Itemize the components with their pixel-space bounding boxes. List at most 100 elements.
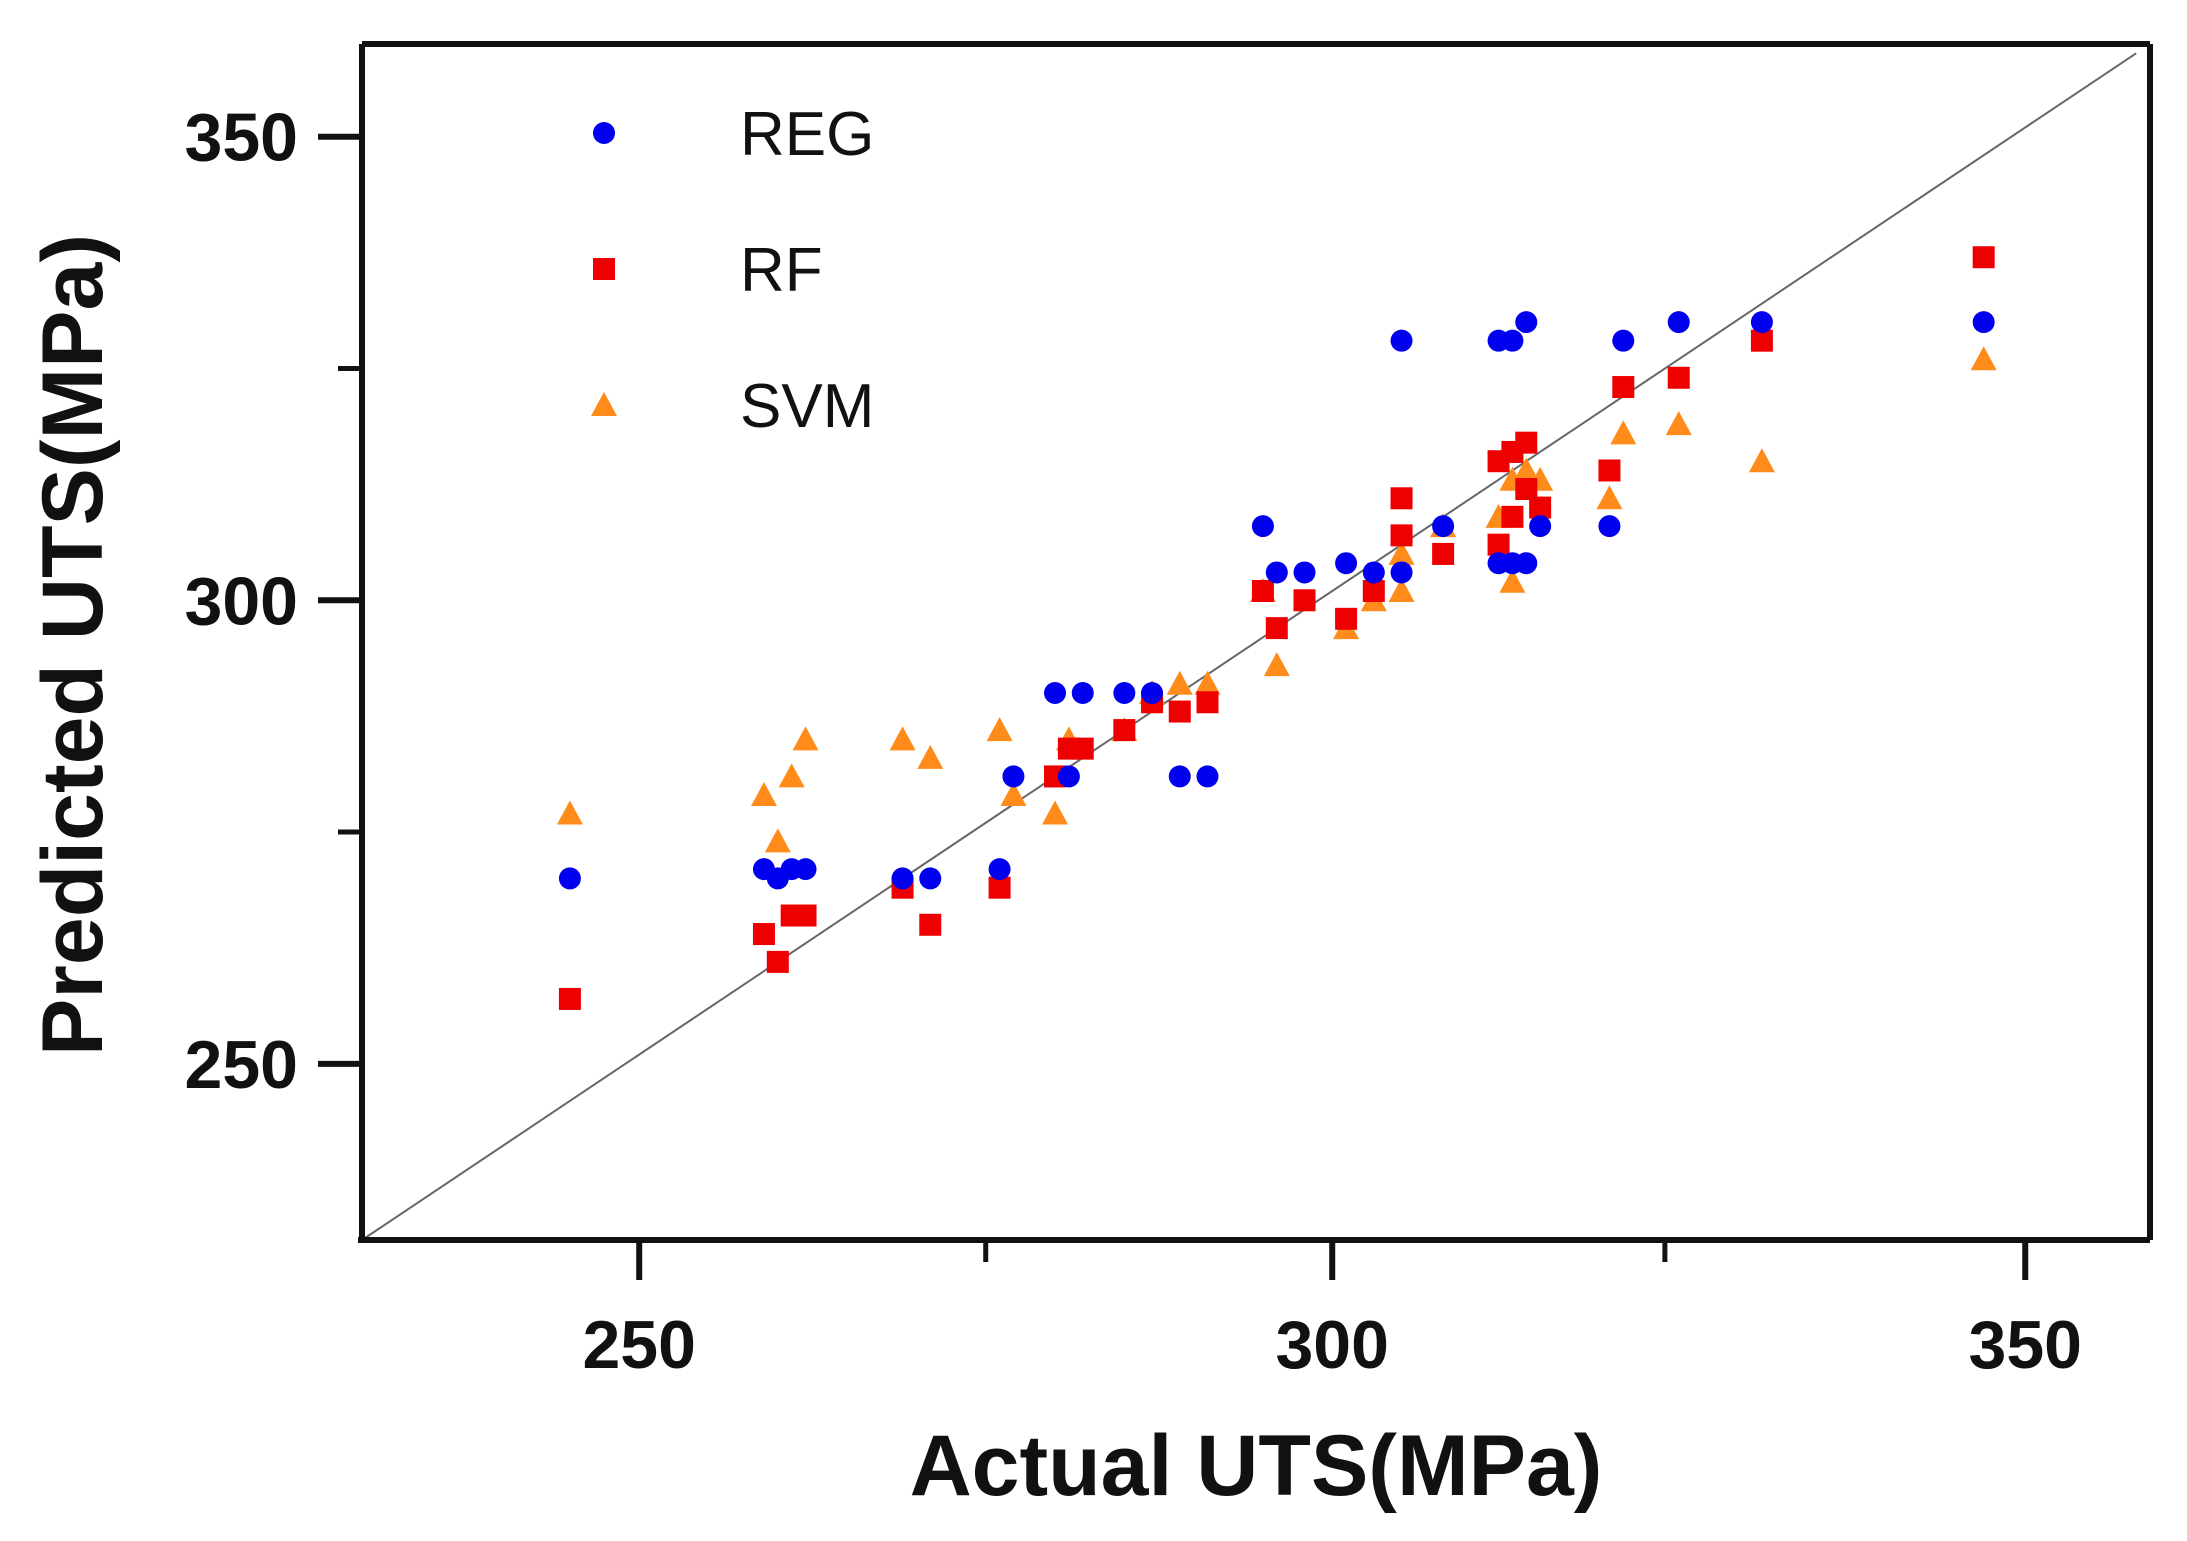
rf-point <box>1251 580 1274 603</box>
rf-point <box>1293 589 1316 612</box>
rf-point <box>919 913 942 936</box>
rf-point <box>1750 329 1773 352</box>
reference-layer <box>361 52 2137 1241</box>
reg-point <box>1515 552 1538 575</box>
reg-point <box>1196 765 1219 788</box>
reg-point <box>1002 765 1025 788</box>
y-tick-label: 300 <box>185 563 298 639</box>
reg-point <box>1141 681 1164 704</box>
svm-point <box>889 726 916 751</box>
reg-point <box>1529 515 1552 538</box>
reg-point <box>1044 681 1067 704</box>
rf-point <box>1598 459 1621 482</box>
legend-reg-marker <box>593 122 615 144</box>
svm-point <box>1499 568 1526 593</box>
legend-rf-label: RF <box>740 236 823 305</box>
reg-point <box>1057 765 1080 788</box>
rf-point <box>1168 700 1191 723</box>
svm-point <box>1665 411 1692 436</box>
reg-point <box>1612 329 1635 352</box>
svm-point <box>1194 670 1221 695</box>
rf-point <box>1362 580 1385 603</box>
point-layer <box>556 246 1997 1010</box>
x-tick-label: 350 <box>1969 1307 2082 1383</box>
x-tick-label: 250 <box>582 1307 695 1383</box>
rf-point <box>794 904 817 927</box>
y-tick-label: 250 <box>185 1027 298 1103</box>
reg-point <box>891 867 914 890</box>
rf-point <box>1501 505 1524 528</box>
svm-point <box>556 800 583 825</box>
svm-point <box>1596 485 1623 510</box>
reg-point <box>558 867 581 890</box>
legend: REG RF SVM <box>591 100 874 441</box>
reg-point <box>1667 311 1690 334</box>
rf-point <box>1196 691 1219 714</box>
svm-point <box>778 763 805 788</box>
reg-point <box>1515 311 1538 334</box>
reg-point <box>1972 311 1995 334</box>
svm-point <box>917 744 944 769</box>
rf-point <box>1390 524 1413 547</box>
rf-point <box>558 987 581 1010</box>
rf-point <box>1071 737 1094 760</box>
svm-point <box>1388 578 1415 603</box>
svm-point <box>1000 781 1027 806</box>
rf-point <box>1667 366 1690 389</box>
reg-point <box>919 867 942 890</box>
svm-point <box>750 781 777 806</box>
y-axis-title: Predicted UTS(MPa) <box>25 234 121 1056</box>
rf-point <box>1515 478 1538 501</box>
svm-point <box>1388 540 1415 565</box>
rf-point <box>766 950 789 973</box>
reg-point <box>794 858 817 881</box>
rf-point <box>988 876 1011 899</box>
reg-point <box>1293 561 1316 584</box>
plot-frame-layer <box>358 41 2153 1243</box>
reg-point <box>1251 515 1274 538</box>
rf-point <box>1612 376 1635 399</box>
rf-point <box>1529 496 1552 519</box>
legend-svm-marker <box>591 392 617 416</box>
svm-point <box>1610 420 1637 445</box>
x-axis-title: Actual UTS(MPa) <box>910 1418 1603 1514</box>
reg-point <box>1598 515 1621 538</box>
svm-point <box>1042 800 1069 825</box>
reg-point <box>988 858 1011 881</box>
svm-point <box>1263 652 1290 677</box>
svm-point <box>1513 457 1540 482</box>
svm-point <box>1748 448 1775 473</box>
rf-point <box>1432 542 1455 565</box>
reg-point <box>1390 561 1413 584</box>
svm-point <box>792 726 819 751</box>
rf-point <box>1972 246 1995 269</box>
rf-point <box>1487 533 1510 556</box>
reg-point <box>1113 681 1136 704</box>
rf-point <box>1515 431 1538 454</box>
identity-line <box>361 52 2137 1241</box>
reg-point <box>1390 329 1413 352</box>
reg-point <box>1168 765 1191 788</box>
rf-point <box>1335 607 1358 630</box>
reg-point <box>1362 561 1385 584</box>
tick-layer: 250 300 350 250 300 350 <box>185 100 2082 1383</box>
reg-point <box>1750 311 1773 334</box>
legend-reg-label: REG <box>740 100 874 169</box>
legend-rf-marker <box>593 258 615 280</box>
rf-point <box>1265 617 1288 640</box>
svm-point <box>1166 670 1193 695</box>
x-tick-label: 300 <box>1275 1307 1388 1383</box>
svm-point <box>764 828 791 853</box>
rf-point <box>1390 487 1413 510</box>
rf-point <box>752 923 775 946</box>
y-tick-label: 350 <box>185 100 298 176</box>
svm-point <box>1970 346 1997 371</box>
reg-point <box>1432 515 1455 538</box>
legend-svm-label: SVM <box>740 372 874 441</box>
reg-point <box>1501 329 1524 352</box>
svm-point <box>986 717 1013 742</box>
reg-point <box>1071 681 1094 704</box>
rf-point <box>1113 719 1136 742</box>
